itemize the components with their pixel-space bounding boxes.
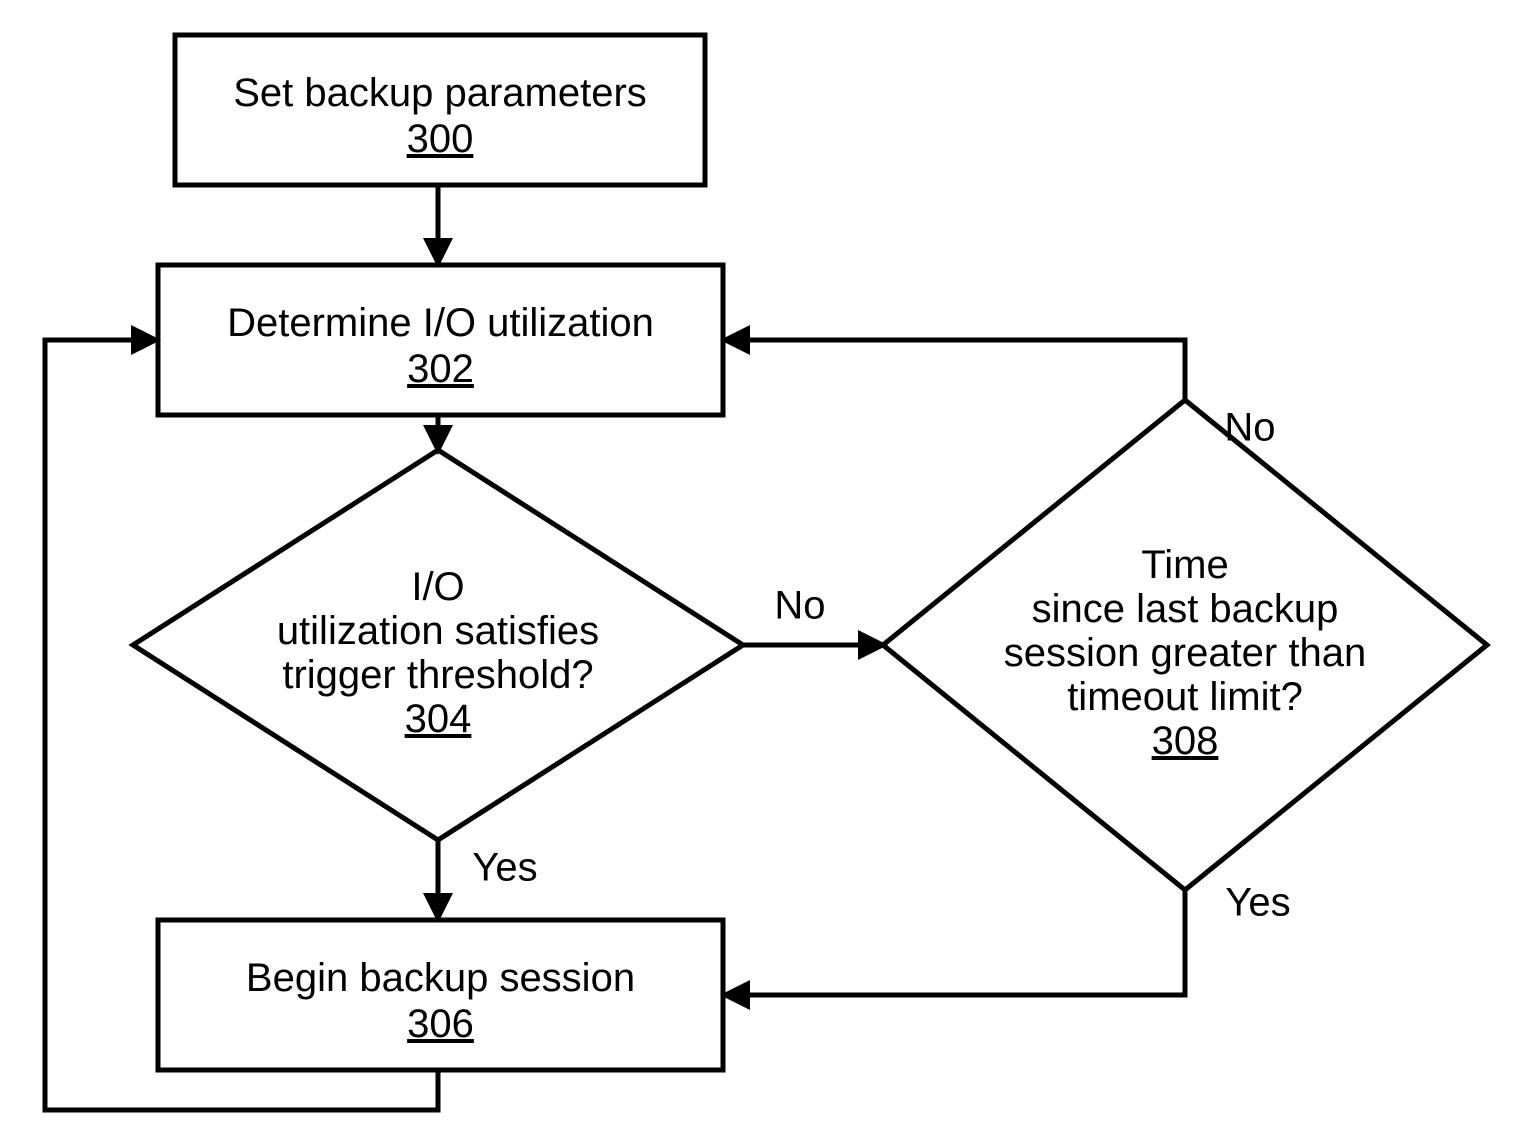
node-n308: Timesince last backupsession greater tha… [883,400,1487,890]
edge-e304-308-no: No [741,584,885,645]
edge-e308-306-yes: Yes [723,881,1291,995]
node-n300: Set backup parameters300 [175,35,705,185]
node-n304: I/Outilization satisfiestrigger threshol… [133,450,743,840]
node-n306: Begin backup session306 [158,920,723,1070]
edge-label: Yes [1225,881,1290,925]
edge-label: No [774,584,825,628]
edge-label: No [1224,406,1275,450]
node-n302: Determine I/O utilization302 [158,265,723,415]
edge-label: Yes [472,846,537,890]
edge-e304-306-yes: Yes [438,838,538,920]
